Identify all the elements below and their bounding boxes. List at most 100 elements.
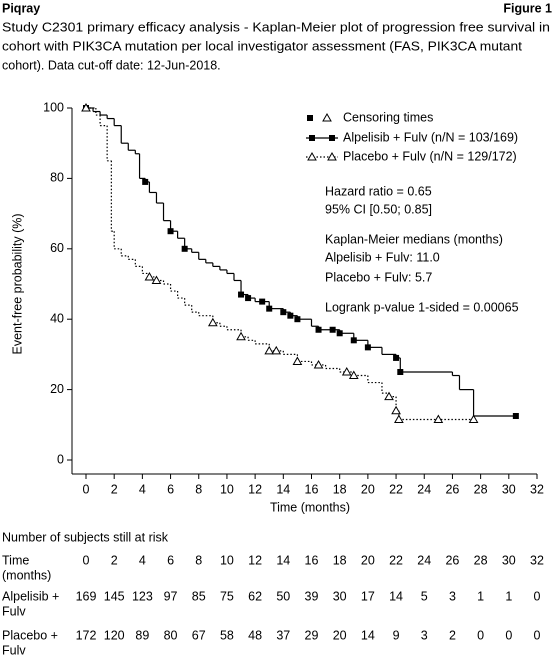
censor-mark	[294, 316, 301, 323]
censor-mark	[468, 414, 479, 424]
risk-value: 22	[389, 553, 403, 567]
annotation: Logrank p-value 1-sided = 0.00065	[325, 300, 519, 314]
risk-value: 0	[83, 553, 90, 567]
risk-value: 24	[417, 553, 431, 567]
header-right: Figure 1	[503, 1, 552, 15]
risk-value: 62	[248, 589, 262, 603]
header-line: cohort with PIK3CA mutation per local in…	[2, 39, 523, 53]
censor-mark	[512, 413, 519, 419]
risk-value: 8	[195, 553, 202, 567]
risk-value: 172	[76, 628, 97, 642]
risk-value: 0	[534, 628, 541, 642]
x-tick-label: 12	[248, 482, 262, 496]
censor-mark	[144, 271, 155, 281]
annotation: Alpelisib + Fulv: 11.0	[325, 250, 440, 264]
censor-mark	[393, 354, 400, 361]
censor-mark	[391, 405, 401, 415]
risk-row-label: Fulv	[2, 643, 26, 657]
censor-mark	[167, 228, 174, 235]
censor-mark	[271, 345, 282, 355]
header-line: cohort). Data cut-off date: 12-Jun-2018.	[2, 58, 221, 72]
risk-value: 75	[220, 589, 234, 603]
censor-mark	[341, 366, 352, 376]
risk-value: 145	[104, 589, 125, 603]
censor-mark	[238, 291, 245, 298]
risk-row-label: Alpelisib +	[2, 589, 59, 603]
x-axis-label: Time (months)	[270, 500, 350, 514]
annotation: 95% CI [0.50; 0.85]	[325, 202, 432, 216]
censor-mark	[287, 312, 294, 319]
header-left: Piqray	[2, 1, 40, 15]
risk-value: 67	[192, 628, 206, 642]
censor-mark	[236, 331, 246, 341]
y-tick-label: 40	[50, 311, 64, 325]
censor-mark	[394, 414, 404, 424]
risk-value: 0	[534, 589, 541, 603]
risk-value: 26	[445, 553, 459, 567]
censor-mark	[329, 135, 335, 141]
x-tick-label: 16	[305, 482, 319, 496]
risk-row-label: Placebo +	[2, 628, 58, 642]
censor-mark	[327, 151, 337, 161]
risk-value: 2	[449, 628, 456, 642]
risk-value: 10	[220, 553, 234, 567]
censor-mark	[245, 295, 252, 302]
censor-mark	[292, 356, 303, 365]
y-tick-label: 100	[43, 100, 64, 114]
x-tick-label: 20	[361, 482, 375, 496]
censor-mark	[384, 391, 394, 401]
risk-value: 14	[389, 589, 403, 603]
risk-value: 32	[530, 553, 544, 567]
risk-value: 20	[361, 553, 375, 567]
risk-value: 0	[505, 628, 512, 642]
x-tick-label: 18	[333, 482, 347, 496]
censor-mark	[315, 326, 322, 333]
x-tick-label: 2	[111, 482, 118, 496]
censor-mark	[322, 112, 332, 122]
y-tick-label: 80	[50, 171, 64, 185]
risk-value: 20	[333, 628, 347, 642]
legend-label: Censoring times	[343, 110, 433, 124]
x-tick-label: 8	[195, 482, 202, 496]
header-line: Study C2301 primary efficacy analysis - …	[2, 20, 550, 34]
risk-value: 16	[305, 553, 319, 567]
censor-mark	[433, 414, 444, 424]
censor-mark	[350, 337, 357, 344]
censor-mark	[259, 298, 266, 305]
x-tick-label: 0	[83, 482, 90, 496]
risk-value: 120	[104, 628, 125, 642]
censor-mark	[313, 359, 324, 369]
risk-value: 30	[333, 589, 347, 603]
risk-value: 85	[192, 589, 206, 603]
x-tick-label: 6	[167, 482, 174, 496]
risk-row-label: Time	[2, 553, 29, 567]
censor-mark	[142, 178, 149, 185]
risk-value: 2	[111, 553, 118, 567]
risk-value: 5	[421, 589, 428, 603]
risk-value: 3	[449, 589, 456, 603]
censor-mark	[266, 305, 273, 312]
risk-value: 80	[164, 628, 178, 642]
censor-mark	[181, 245, 188, 252]
annotation: Kaplan-Meier medians (months)	[325, 232, 503, 246]
risk-value: 28	[474, 553, 488, 567]
censor-mark	[397, 369, 404, 375]
risk-value: 37	[276, 628, 290, 642]
risk-value: 123	[132, 589, 153, 603]
x-tick-label: 26	[445, 482, 459, 496]
y-tick-label: 20	[50, 382, 64, 396]
x-tick-label: 30	[502, 482, 516, 496]
risk-value: 29	[305, 628, 319, 642]
censor-mark	[81, 102, 91, 112]
risk-title: Number of subjects still at risk	[2, 530, 169, 544]
risk-value: 1	[505, 589, 512, 603]
risk-value: 12	[248, 553, 262, 567]
censor-mark	[309, 135, 315, 141]
censor-mark	[151, 275, 162, 284]
risk-value: 97	[164, 589, 178, 603]
risk-value: 0	[477, 628, 484, 642]
risk-value: 30	[502, 553, 516, 567]
x-tick-label: 10	[220, 482, 234, 496]
risk-value: 1	[477, 589, 484, 603]
